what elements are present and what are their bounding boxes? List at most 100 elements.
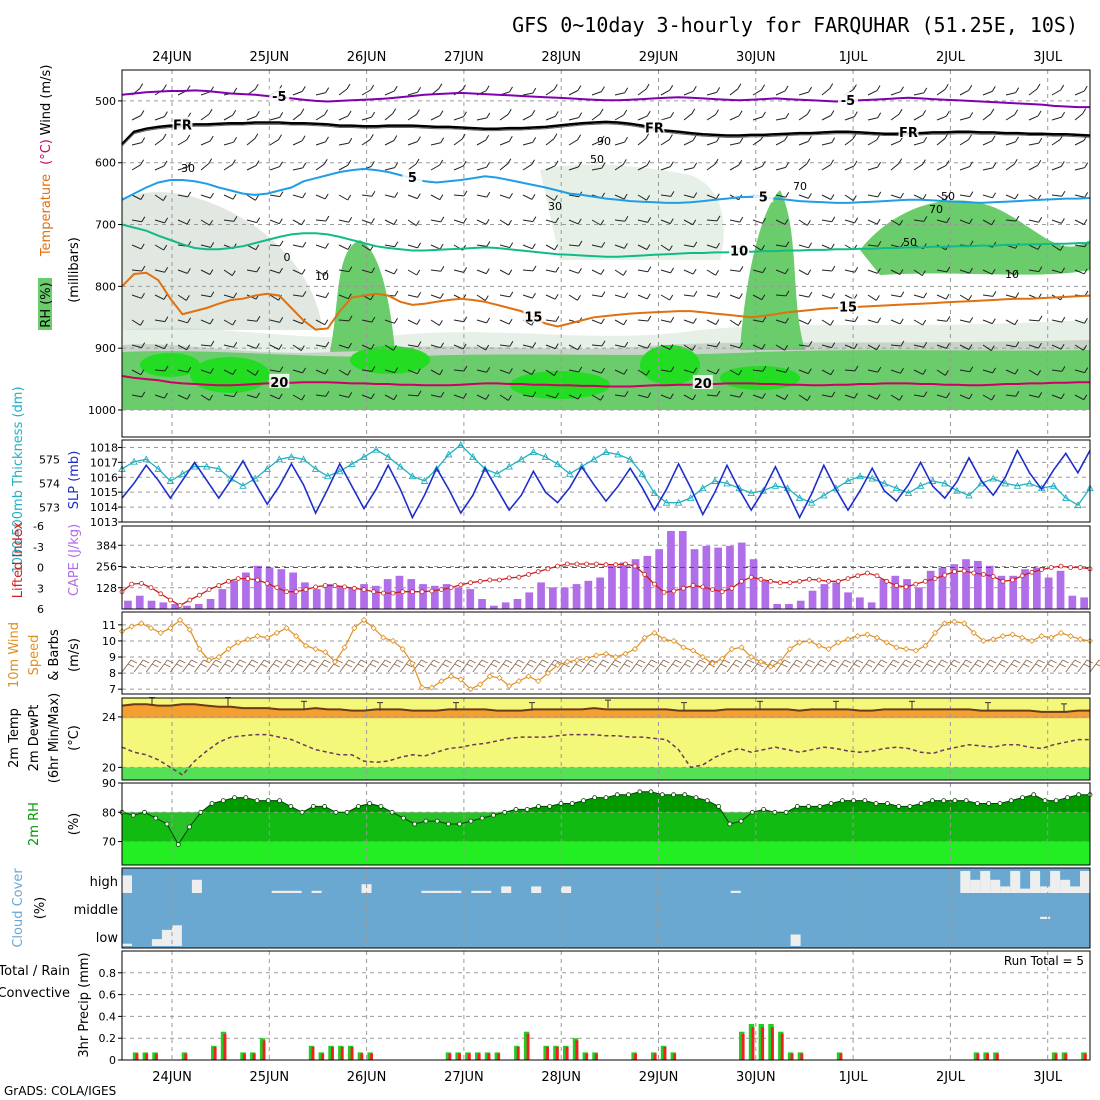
thickness-point: [614, 450, 622, 458]
cape-bar: [608, 565, 616, 609]
upper-wind-barb-flag: [647, 217, 652, 223]
rh2m-point: [1042, 798, 1048, 803]
upper-wind-barb: [591, 167, 602, 171]
upper-wind-barb-flag: [485, 218, 490, 225]
upper-wind-barb: [1005, 294, 1016, 299]
isotherm-label: 15: [524, 310, 542, 325]
upper-wind-barb-flag: [186, 344, 191, 351]
thickness-point: [408, 472, 417, 480]
upper-wind-barb: [522, 244, 533, 250]
upper-wind-barb: [706, 344, 717, 348]
cape-bar: [761, 580, 770, 609]
wind-barb: [762, 659, 773, 673]
upper-wind-barb: [936, 88, 946, 96]
lifted-index-point: [429, 588, 435, 594]
upper-wind-barb-flag: [831, 216, 836, 222]
upper-wind-barb-flag: [852, 133, 857, 140]
wind-speed-point: [825, 645, 832, 653]
thickness-point: [989, 474, 997, 482]
wind-speed-point: [273, 629, 280, 636]
wind-barb: [641, 659, 652, 673]
upper-wind-barb-flag: [416, 319, 421, 325]
lifted-index-point: [255, 577, 260, 583]
upper-wind-barb: [1028, 244, 1039, 250]
upper-wind-barb-flag: [785, 241, 790, 247]
upper-wind-barb-flag: [1015, 341, 1020, 348]
bottom-date-label: 25JUN: [249, 1070, 289, 1085]
upper-wind-barb-flag: [647, 266, 652, 272]
upper-wind-barb-flag: [1082, 108, 1087, 114]
wind-barb: [811, 659, 822, 673]
wind-barb: [714, 659, 725, 673]
top-date-label: 29JUN: [639, 50, 679, 65]
thickness-point: [336, 467, 344, 475]
upper-wind-barb: [1028, 219, 1039, 223]
precip-axis-label: 3hr Precip (mm): [77, 952, 92, 1057]
upper-wind-barb-flag: [440, 137, 445, 144]
wind-speed-point: [728, 645, 735, 653]
upper-wind-barb-flag: [807, 269, 812, 276]
upper-wind-barb-flag: [761, 343, 766, 350]
lifted-index-point: [516, 574, 522, 580]
upper-wind-barb-flag: [784, 394, 789, 400]
upper-wind-barb-flag: [969, 191, 974, 197]
upper-wind-barb: [407, 319, 418, 325]
rh2m-point: [130, 812, 136, 818]
cloud-high-box: [451, 890, 462, 893]
upper-wind-barb: [1074, 90, 1085, 96]
upper-wind-barb-flag: [232, 319, 237, 326]
upper-wind-barb-flag: [439, 159, 444, 166]
upper-wind-barb-flag: [921, 270, 926, 276]
wind-barb: [508, 659, 519, 673]
wind-speed-point: [835, 639, 842, 646]
rh-upper-light: [540, 164, 724, 260]
wind-barb-flag: [336, 659, 343, 664]
upper-wind-barb: [729, 394, 740, 398]
upper-wind-barb-flag: [1083, 394, 1088, 400]
upper-wind-barb: [545, 344, 556, 350]
lifted-index-point: [603, 562, 609, 568]
rh2m-point: [749, 809, 755, 815]
cloud-axis-label: Cloud Cover: [11, 868, 26, 948]
upper-wind-barb-flag: [1014, 193, 1019, 200]
upper-wind-barb-flag: [739, 342, 744, 349]
upper-wind-barb: [200, 244, 211, 248]
upper-wind-barb: [729, 369, 739, 376]
wind-barb-flag: [672, 663, 679, 668]
rh-contour-label: 30: [548, 200, 562, 213]
upper-wind-barb-flag: [645, 83, 650, 90]
upper-wind-barb-flag: [164, 217, 169, 224]
upper-wind-barb-flag: [438, 83, 443, 89]
wind-barb-flag: [224, 663, 232, 668]
upper-wind-barb-flag: [141, 342, 146, 348]
upper-wind-barb: [292, 394, 302, 401]
wind-speed-point: [215, 653, 222, 661]
upper-wind-barb-flag: [761, 393, 766, 399]
wind-barb-flag: [1074, 659, 1082, 664]
wind-barb: [230, 659, 241, 673]
upper-wind-barb-flag: [692, 268, 697, 275]
upper-wind-barb: [545, 194, 555, 201]
upper-wind-barb-flag: [715, 269, 720, 276]
upper-wind-barb-flag: [646, 110, 651, 117]
upper-wind-barb-flag: [739, 391, 744, 398]
wind-barb-flag: [711, 659, 719, 664]
upper-wind-barb: [798, 244, 809, 249]
bottom-date-label: 27JUN: [444, 1070, 484, 1085]
cape-bar: [407, 579, 416, 609]
upper-wind-barb: [821, 344, 832, 349]
upper-wind-barb-flag: [1060, 161, 1065, 167]
cape-bar: [419, 584, 427, 609]
upper-wind-barb: [844, 194, 854, 202]
upper-wind-barb-flag: [831, 265, 836, 272]
upper-wind-barb: [936, 344, 947, 349]
upper-wind-barb-flag: [670, 366, 675, 372]
wind-speed-point: [951, 618, 958, 625]
cloud-high-box: [431, 890, 442, 893]
wind-barb-flag: [687, 659, 694, 664]
wind-barb-flag: [648, 663, 655, 668]
temp-tick-label: 24: [102, 711, 116, 724]
upper-wind-barb: [1051, 194, 1062, 197]
wind-barb-flag: [965, 659, 973, 664]
upper-wind-barb: [177, 319, 188, 324]
